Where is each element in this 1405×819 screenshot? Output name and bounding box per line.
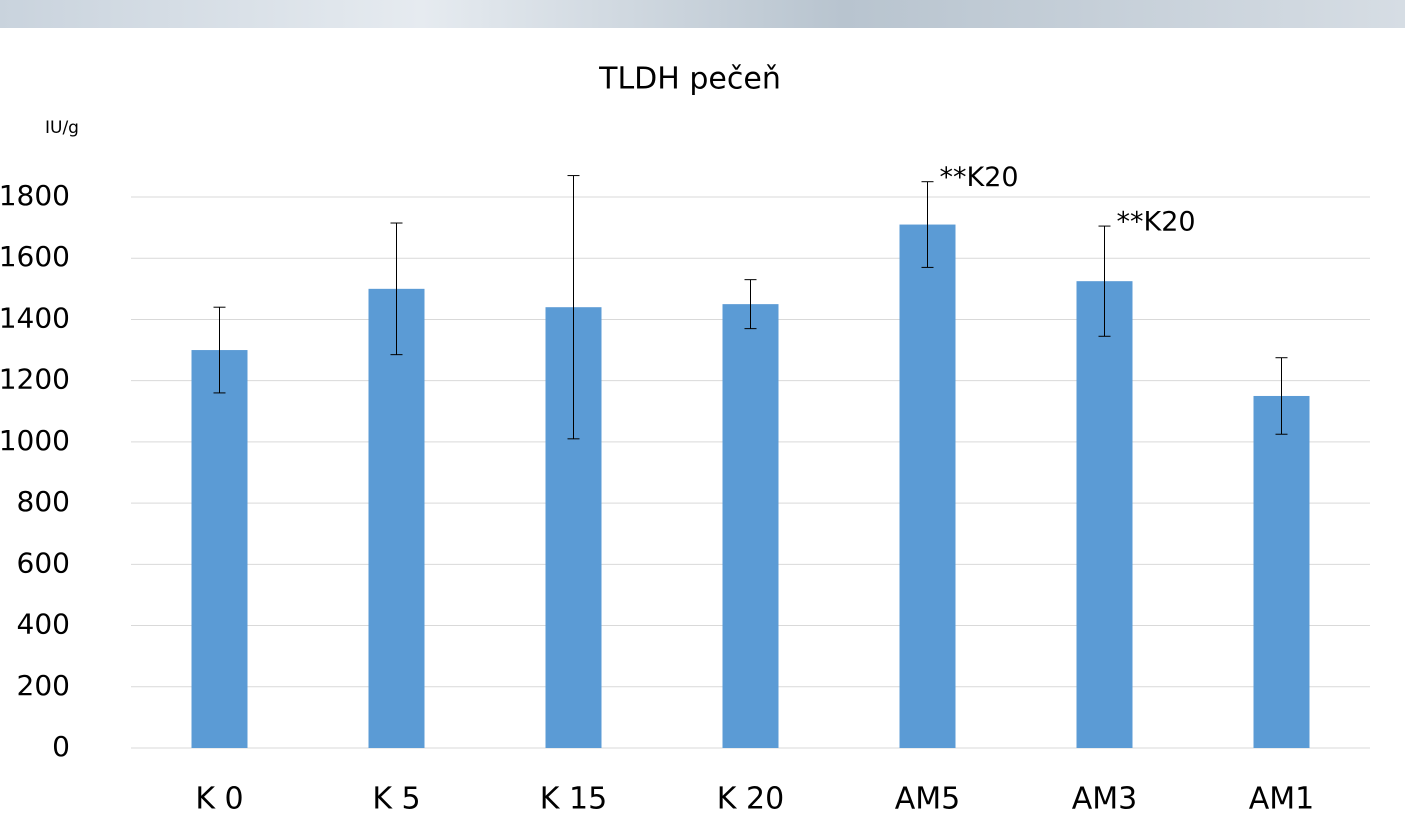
bar: [723, 304, 779, 748]
chart: TLDH pečeň IU/g 0 200 400 600 800 1000 1200 140…: [0, 0, 1405, 819]
annotation: **K20: [940, 162, 1019, 193]
x-tick-label: AM1: [1249, 782, 1315, 817]
chart-title: TLDH pečeň: [598, 62, 781, 97]
bar: [192, 350, 248, 748]
y-tick-label: 1600: [0, 240, 70, 273]
y-tick-label: 1400: [0, 301, 70, 334]
x-tick-label: K 15: [540, 782, 607, 817]
y-tick-label: 0: [52, 730, 70, 763]
x-tick-label: K 20: [717, 782, 784, 817]
page: TLDH pečeň IU/g 0 200 400 600 800 1000 1200 140…: [0, 0, 1405, 819]
x-tick-label: AM3: [1072, 782, 1138, 817]
bar: [1077, 281, 1133, 748]
bar: [369, 289, 425, 748]
annotation: **K20: [1117, 207, 1196, 238]
bar: [1254, 396, 1310, 748]
x-tick-label: K 0: [195, 782, 243, 817]
y-axis-label: IU/g: [45, 118, 79, 138]
y-tick-label: 200: [17, 669, 70, 702]
y-tick-label: 1800: [0, 179, 70, 212]
x-tick-label: K 5: [372, 782, 420, 817]
bar: [900, 225, 956, 748]
header-strip: [0, 0, 1405, 28]
y-tick-label: 1200: [0, 363, 70, 396]
y-tick-label: 400: [17, 608, 70, 641]
y-tick-label: 600: [17, 546, 70, 579]
y-tick-label: 1000: [0, 424, 70, 457]
y-tick-label: 800: [17, 485, 70, 518]
x-tick-label: AM5: [895, 782, 961, 817]
